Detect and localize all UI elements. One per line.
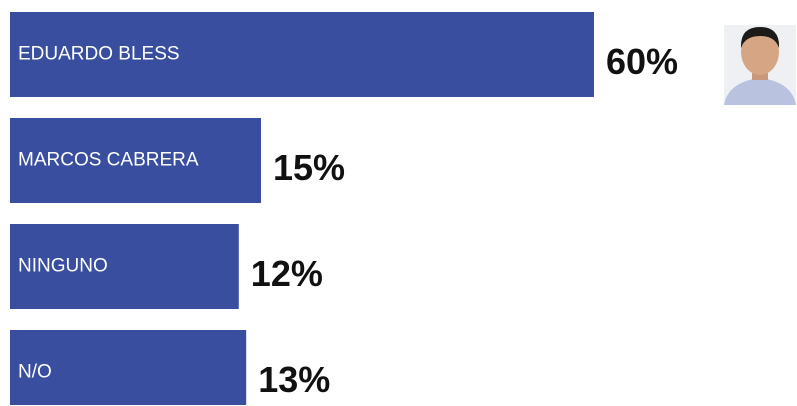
- bar: [10, 12, 594, 97]
- value-label: 60%: [606, 41, 678, 82]
- category-label: N/O: [18, 362, 52, 383]
- bar: [10, 224, 239, 309]
- category-label: EDUARDO BLESS: [18, 44, 180, 65]
- category-label: NINGUNO: [18, 256, 108, 277]
- bar: [10, 118, 261, 203]
- value-label: 12%: [251, 253, 323, 294]
- category-label: MARCOS CABRERA: [18, 150, 199, 171]
- bar: [10, 330, 247, 405]
- value-label: 15%: [273, 147, 345, 188]
- candidate-photo: [724, 25, 796, 105]
- value-label: 13%: [258, 359, 330, 400]
